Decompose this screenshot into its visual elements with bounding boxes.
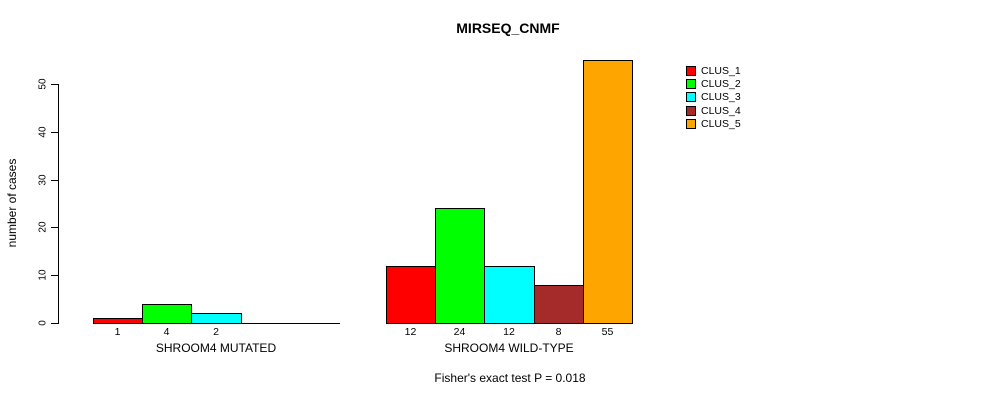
bar-value-label: 55 bbox=[601, 326, 614, 338]
y-tick-mark bbox=[51, 84, 58, 85]
legend-swatch-clus_4 bbox=[686, 105, 696, 116]
legend-label: CLUS_3 bbox=[701, 91, 741, 104]
bar-clus_3-mutated bbox=[191, 313, 242, 324]
bar-clus_4-wildtype bbox=[534, 285, 584, 324]
legend-label: CLUS_5 bbox=[701, 118, 741, 131]
legend-item-clus_4: CLUS_4 bbox=[686, 104, 741, 117]
legend-label: CLUS_2 bbox=[701, 78, 741, 91]
legend-swatch-clus_2 bbox=[686, 79, 696, 90]
legend-item-clus_3: CLUS_3 bbox=[686, 91, 741, 104]
y-tick-label: 20 bbox=[37, 221, 49, 233]
bar-value-label: 12 bbox=[404, 326, 417, 338]
legend: CLUS_1 CLUS_2 CLUS_3 CLUS_4 CLUS_5 bbox=[686, 64, 741, 131]
y-tick-mark bbox=[51, 227, 58, 228]
legend-item-clus_5: CLUS_5 bbox=[686, 117, 741, 130]
bar-clus_2-mutated bbox=[142, 304, 192, 324]
legend-item-clus_2: CLUS_2 bbox=[686, 77, 741, 90]
bar-clus_2-wildtype bbox=[435, 208, 485, 324]
legend-swatch-clus_5 bbox=[686, 119, 696, 130]
y-tick-mark bbox=[51, 180, 58, 181]
bar-clus_5-wildtype bbox=[583, 60, 633, 324]
bar-clus_3-wildtype bbox=[484, 266, 535, 324]
bar-value-label: 1 bbox=[114, 326, 121, 338]
legend-item-clus_1: CLUS_1 bbox=[686, 64, 741, 77]
legend-swatch-clus_1 bbox=[686, 65, 696, 76]
y-tick-mark bbox=[51, 275, 58, 276]
bar-value-label: 4 bbox=[163, 326, 170, 338]
bar-value-label: 2 bbox=[213, 326, 219, 338]
y-tick-label: 50 bbox=[37, 78, 49, 90]
y-tick-mark bbox=[51, 323, 58, 324]
y-axis-line bbox=[58, 84, 59, 324]
group-label-mutated: SHROOM4 MUTATED bbox=[155, 341, 277, 355]
bar-value-label: 8 bbox=[555, 326, 562, 338]
annotation-fisher-test: Fisher's exact test P = 0.018 bbox=[434, 371, 586, 385]
y-tick-label: 30 bbox=[37, 174, 49, 186]
group-label-wildtype: SHROOM4 WILD-TYPE bbox=[444, 341, 574, 355]
legend-swatch-clus_3 bbox=[686, 92, 696, 103]
y-tick-label: 40 bbox=[37, 126, 49, 138]
y-tick-mark bbox=[51, 132, 58, 133]
bar-value-label: 12 bbox=[503, 326, 515, 338]
y-tick-label: 10 bbox=[37, 269, 49, 281]
bar-clus_1-mutated bbox=[93, 318, 143, 324]
bar-value-label: 24 bbox=[453, 326, 466, 338]
y-tick-label: 0 bbox=[37, 320, 49, 326]
chart-title: MIRSEQ_CNMF bbox=[456, 20, 560, 36]
bar-clus_1-wildtype bbox=[386, 266, 436, 324]
legend-label: CLUS_4 bbox=[701, 104, 741, 117]
legend-label: CLUS_1 bbox=[701, 64, 741, 77]
